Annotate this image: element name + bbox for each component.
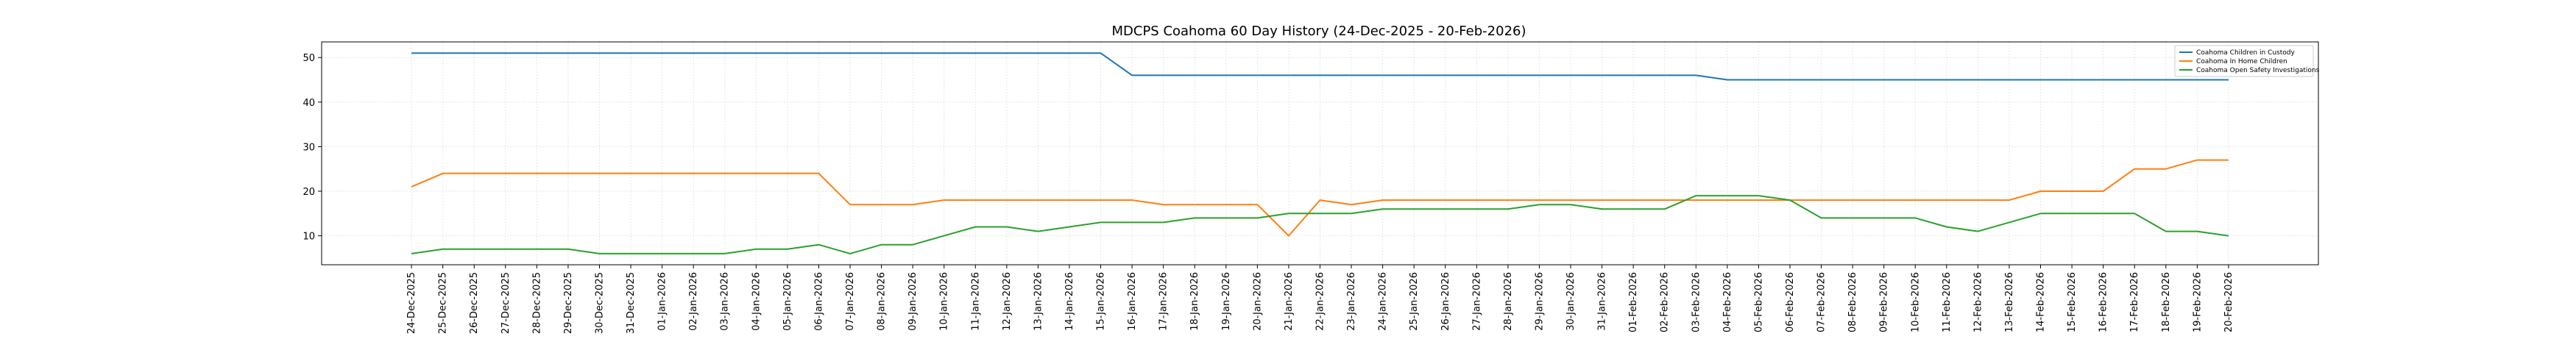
x-tick-label: 18-Feb-2026 bbox=[2161, 272, 2172, 332]
x-tick-label: 05-Feb-2026 bbox=[1753, 272, 1764, 332]
x-tick-label: 06-Jan-2026 bbox=[813, 272, 824, 331]
x-tick-label: 22-Jan-2026 bbox=[1315, 272, 1326, 331]
x-tick-label: 25-Dec-2025 bbox=[438, 272, 449, 334]
series-line-coahoma-open-safety-investigations bbox=[411, 195, 2229, 254]
x-tick-label: 10-Feb-2026 bbox=[1910, 272, 1921, 332]
x-tick-label: 15-Feb-2026 bbox=[2067, 272, 2078, 332]
x-tick-label: 12-Feb-2026 bbox=[1972, 272, 1984, 332]
legend-label: Coahoma In Home Children bbox=[2196, 58, 2287, 65]
x-tick-label: 27-Dec-2025 bbox=[500, 272, 512, 334]
x-tick-label: 16-Jan-2026 bbox=[1127, 272, 1138, 331]
x-tick-label: 19-Feb-2026 bbox=[2192, 272, 2203, 332]
series-line-coahoma-in-home-children bbox=[411, 159, 2229, 237]
x-tick-label: 10-Jan-2026 bbox=[939, 272, 950, 331]
x-tick-label: 11-Feb-2026 bbox=[1942, 272, 1953, 332]
grid bbox=[322, 42, 2318, 265]
x-tick-label: 29-Jan-2026 bbox=[1534, 272, 1545, 331]
y-tick-label: 40 bbox=[302, 98, 315, 109]
x-tick-label: 08-Feb-2026 bbox=[1847, 272, 1858, 332]
x-tick-label: 20-Feb-2026 bbox=[2223, 272, 2234, 332]
x-tick-label: 30-Dec-2025 bbox=[594, 272, 605, 334]
x-tick-label: 23-Jan-2026 bbox=[1346, 272, 1357, 331]
x-tick-label: 19-Jan-2026 bbox=[1221, 272, 1232, 331]
x-tick-label: 24-Jan-2026 bbox=[1378, 272, 1389, 331]
chart-title: MDCPS Coahoma 60 Day History (24-Dec-202… bbox=[1111, 24, 1526, 39]
series-lines bbox=[411, 52, 2229, 254]
x-tick-label: 07-Feb-2026 bbox=[1816, 272, 1827, 332]
legend-box bbox=[2174, 45, 2314, 77]
x-tick-label: 17-Jan-2026 bbox=[1158, 272, 1170, 331]
x-tick-label: 02-Jan-2026 bbox=[688, 272, 699, 331]
x-tick-label: 11-Jan-2026 bbox=[970, 272, 981, 331]
x-tick-label: 13-Feb-2026 bbox=[2004, 272, 2015, 332]
legend-label: Coahoma Open Safety Investigations bbox=[2196, 67, 2320, 74]
x-tick-label: 28-Jan-2026 bbox=[1503, 272, 1514, 331]
x-tick-label: 01-Feb-2026 bbox=[1628, 272, 1639, 332]
x-tick-label: 04-Jan-2026 bbox=[751, 272, 762, 331]
y-tick-label: 10 bbox=[302, 232, 315, 243]
x-tick-label: 09-Jan-2026 bbox=[907, 272, 919, 331]
x-tick-label: 01-Jan-2026 bbox=[657, 272, 668, 331]
y-axis: 10 20 30 40 50 bbox=[302, 53, 322, 243]
x-tick-label: 05-Jan-2026 bbox=[782, 272, 793, 331]
x-tick-label: 26-Jan-2026 bbox=[1440, 272, 1451, 331]
legend-label: Coahoma Children in Custody bbox=[2196, 49, 2295, 57]
x-tick-label: 31-Jan-2026 bbox=[1597, 272, 1608, 331]
x-tick-label: 16-Feb-2026 bbox=[2098, 272, 2109, 332]
x-tick-label: 06-Feb-2026 bbox=[1785, 272, 1796, 332]
x-tick-label: 28-Dec-2025 bbox=[531, 272, 542, 334]
x-tick-label: 29-Dec-2025 bbox=[563, 272, 574, 334]
x-axis: 24-Dec-2025 25-Dec-2025 26-Dec-2025 27-Dec-… bbox=[406, 265, 2234, 334]
x-tick-label: 15-Jan-2026 bbox=[1096, 272, 1107, 331]
x-tick-label: 14-Jan-2026 bbox=[1064, 272, 1075, 331]
x-tick-label: 31-Dec-2025 bbox=[626, 272, 637, 334]
x-tick-label: 26-Dec-2025 bbox=[469, 272, 480, 334]
x-tick-label: 04-Feb-2026 bbox=[1722, 272, 1733, 332]
x-tick-label: 09-Feb-2026 bbox=[1879, 272, 1890, 332]
series-line-coahoma-children-in-custody bbox=[411, 52, 2229, 81]
x-tick-label: 24-Dec-2025 bbox=[406, 272, 417, 334]
x-tick-label: 13-Jan-2026 bbox=[1033, 272, 1044, 331]
y-tick-label: 30 bbox=[302, 142, 315, 153]
x-tick-label: 08-Jan-2026 bbox=[877, 272, 888, 331]
y-tick-label: 20 bbox=[302, 187, 315, 198]
x-tick-label: 12-Jan-2026 bbox=[1002, 272, 1013, 331]
x-tick-label: 07-Jan-2026 bbox=[845, 272, 856, 331]
x-tick-label: 20-Jan-2026 bbox=[1252, 272, 1263, 331]
x-tick-label: 18-Jan-2026 bbox=[1189, 272, 1200, 331]
x-tick-label: 17-Feb-2026 bbox=[2129, 272, 2140, 332]
x-tick-label: 14-Feb-2026 bbox=[2036, 272, 2047, 332]
x-tick-label: 25-Jan-2026 bbox=[1409, 272, 1420, 331]
x-tick-label: 03-Feb-2026 bbox=[1691, 272, 1702, 332]
x-tick-label: 02-Feb-2026 bbox=[1660, 272, 1671, 332]
x-tick-label: 21-Jan-2026 bbox=[1284, 272, 1295, 331]
x-tick-label: 27-Jan-2026 bbox=[1471, 272, 1482, 331]
x-tick-label: 03-Jan-2026 bbox=[720, 272, 731, 331]
x-tick-label: 30-Jan-2026 bbox=[1565, 272, 1577, 331]
y-tick-label: 50 bbox=[302, 53, 315, 64]
